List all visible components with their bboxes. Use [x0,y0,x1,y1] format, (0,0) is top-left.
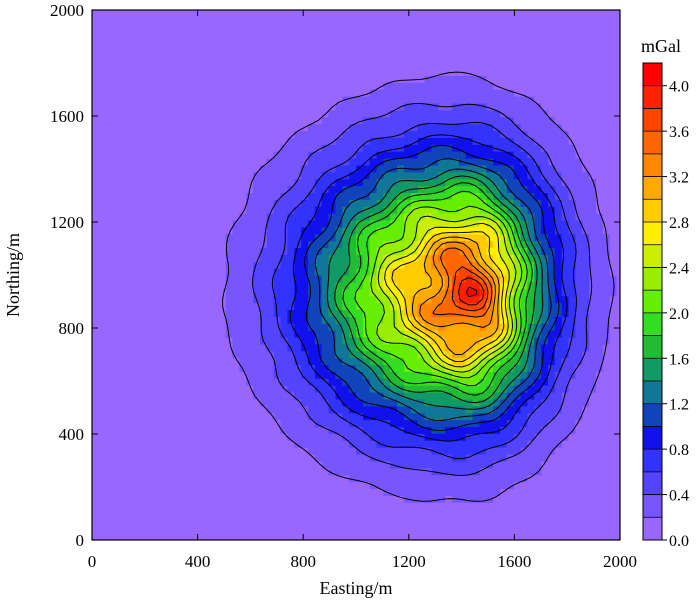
colorbar-swatch [643,108,662,132]
x-tick-label: 1200 [392,552,426,571]
contour-lines [222,71,615,502]
y-tick-label: 0 [76,531,85,550]
x-tick-label: 2000 [603,552,637,571]
contour-fills [92,10,620,540]
contour-line [370,205,523,379]
plot-area [92,10,620,540]
plot-frame [91,9,621,541]
contour-line [271,121,577,460]
contour-line [391,231,505,362]
colorbar: 0.0 0.4 0.8 1.2 1.6 2.0 2.4 2.8 3.2 3.6 4.0 [642,62,689,550]
x-tick-label: 800 [290,552,316,571]
contour-line [377,215,517,373]
colorbar-swatch [643,222,662,246]
colorbar-swatch [643,335,662,359]
colorbar-title: mGal [641,36,681,56]
contour-line [432,247,493,318]
x-tick-label: 0 [88,552,97,571]
contour-line [290,134,568,442]
contour-line [466,286,478,298]
contour-line [222,71,615,502]
y-axis-title: Northing/m [3,233,23,317]
contour-line [384,222,510,368]
colorbar-tick-label: 4.0 [669,79,689,96]
y-tick-label: 2000 [50,1,84,20]
colorbar-swatch [643,131,662,155]
colorbar-tick-label: 3.2 [669,170,689,187]
colorbar-swatch [643,244,662,268]
colorbar-swatch [643,63,662,87]
x-axis-title: Easting/m [320,578,393,598]
contour-line [314,158,552,421]
x-tick-label: 1600 [497,552,531,571]
contour-line [458,277,485,306]
contour-line [252,103,593,476]
colorbar-swatch [643,471,662,495]
contour-line [342,182,533,396]
colorbar-swatch [643,403,662,427]
colorbar-tick-label: 1.2 [669,397,689,414]
colorbar-tick-label: 1.6 [669,351,689,368]
x-tick-label: 400 [185,552,211,571]
colorbar-swatch [643,426,662,450]
colorbar-swatch [643,381,662,405]
colorbar-tick-label: 0.8 [669,442,689,459]
colorbar-swatch [643,449,662,473]
y-tick-label: 1200 [50,213,84,232]
colorbar-tick-label: 2.8 [669,215,689,232]
colorbar-swatch [643,358,662,382]
y-tick-label: 800 [59,319,85,338]
contour-line [419,241,496,328]
contour-line [412,236,500,356]
colorbar-swatch [643,517,662,541]
contour-line [451,266,489,312]
colorbar-swatch [643,153,662,177]
y-tick-label: 400 [59,425,85,444]
contour-line [304,144,560,431]
contour-line [334,175,538,404]
colorbar-tick-label: 0.0 [669,533,689,550]
colorbar-frame [642,62,663,541]
colorbar-tick-label: 2.0 [669,306,689,323]
colorbar-swatch [643,267,662,291]
colorbar-swatch [643,85,662,109]
colorbar-tick-label: 0.4 [669,488,689,505]
colorbar-swatch [643,176,662,200]
contour-line [354,190,528,387]
colorbar-swatch [643,290,662,314]
y-axis-ticks: 0 400 800 1200 1600 2000 [50,1,620,550]
colorbar-swatch [643,199,662,223]
colorbar-tick-label: 3.6 [669,124,689,141]
contour-line [326,168,544,410]
colorbar-tick-label: 2.4 [669,260,689,277]
colorbar-swatch [643,494,662,518]
y-tick-label: 1600 [50,107,84,126]
colorbar-swatch [643,312,662,336]
x-axis-ticks: 0 400 800 1200 1600 2000 [88,10,637,571]
